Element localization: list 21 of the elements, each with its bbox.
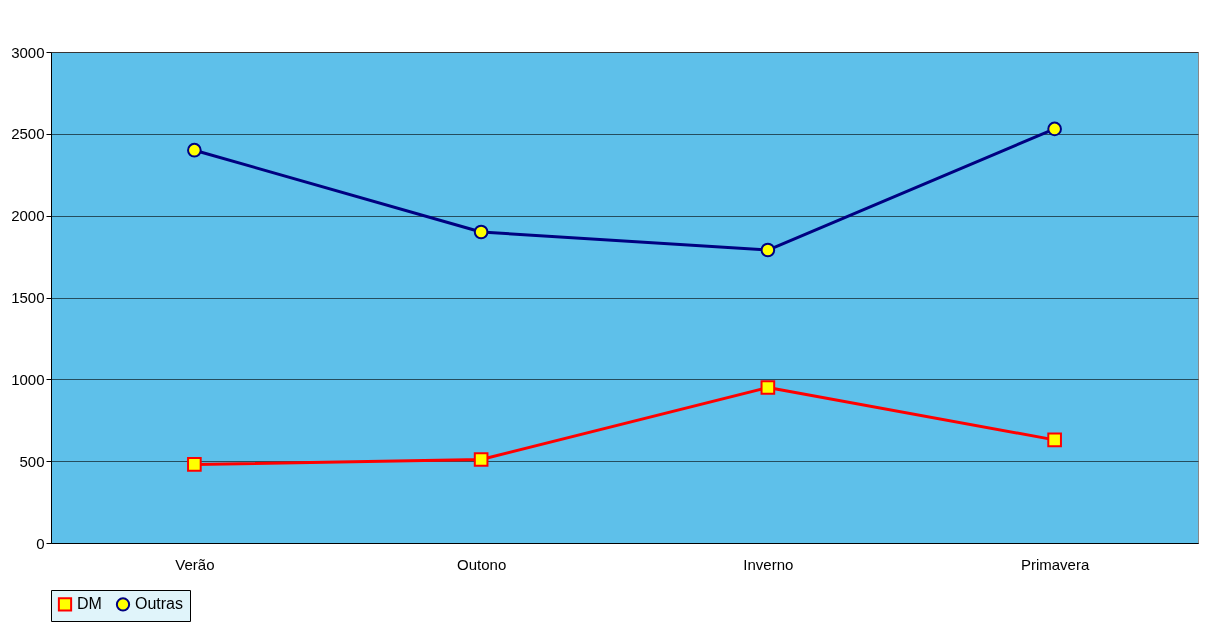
y-tick-label: 1500 <box>11 289 45 306</box>
legend-label: DM <box>77 595 102 613</box>
legend-label: Outras <box>135 595 184 613</box>
y-tick-label: 3000 <box>11 43 45 61</box>
x-tick-label: Verão <box>175 555 215 573</box>
y-tick-label: 500 <box>19 452 45 470</box>
x-tick-label: Outono <box>457 555 507 573</box>
point <box>473 224 489 240</box>
point <box>760 380 776 395</box>
point <box>473 452 489 467</box>
y-tick-label: 2000 <box>11 207 45 225</box>
y-tick-label: 1000 <box>11 370 45 388</box>
x-tick-label: Inverno <box>743 555 794 573</box>
y-tick-label: 2500 <box>11 125 45 143</box>
point <box>1047 432 1062 448</box>
point <box>187 142 202 158</box>
point <box>187 457 202 472</box>
y-tick-label: 0 <box>36 534 45 552</box>
point <box>760 242 776 258</box>
x-tick-label: Primavera <box>1020 555 1090 573</box>
point <box>1047 121 1062 137</box>
